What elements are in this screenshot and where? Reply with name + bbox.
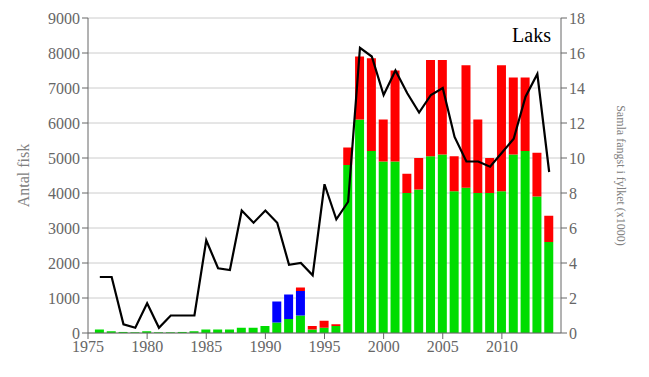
svg-text:1990: 1990 <box>249 338 281 355</box>
svg-text:6000: 6000 <box>48 115 80 132</box>
svg-text:8000: 8000 <box>48 45 80 62</box>
svg-text:Antal fisk: Antal fisk <box>15 144 32 208</box>
svg-text:4: 4 <box>569 255 577 272</box>
svg-text:0: 0 <box>569 325 577 342</box>
svg-text:1000: 1000 <box>48 290 80 307</box>
svg-text:10: 10 <box>569 150 585 167</box>
svg-text:4000: 4000 <box>48 185 80 202</box>
svg-text:2010: 2010 <box>486 338 518 355</box>
html-text:Laks: Laks <box>512 24 551 46</box>
svg-text:1995: 1995 <box>309 338 341 355</box>
svg-text:3000: 3000 <box>48 220 80 237</box>
svg-text:1975: 1975 <box>72 338 104 356</box>
svg-text:16: 16 <box>569 45 585 62</box>
svg-text:1985: 1985 <box>190 338 222 355</box>
svg-text:2000: 2000 <box>48 255 80 272</box>
svg-text:8: 8 <box>569 185 577 202</box>
svg-text:12: 12 <box>569 115 585 132</box>
svg-text:9000: 9000 <box>48 10 80 27</box>
svg-text:2: 2 <box>569 290 577 307</box>
svg-text:0: 0 <box>72 325 80 342</box>
svg-text:2000: 2000 <box>368 338 400 355</box>
svg-text:6: 6 <box>569 220 577 237</box>
svg-text:1980: 1980 <box>131 338 163 355</box>
svg-text:14: 14 <box>569 80 585 97</box>
svg-text:18: 18 <box>569 10 585 27</box>
svg-text:2005: 2005 <box>427 338 459 355</box>
svg-text:5000: 5000 <box>48 150 80 167</box>
svg-text:7000: 7000 <box>48 80 80 97</box>
svg-text:Samla fangst i fylket (x1000): Samla fangst i fylket (x1000) <box>614 105 628 246</box>
